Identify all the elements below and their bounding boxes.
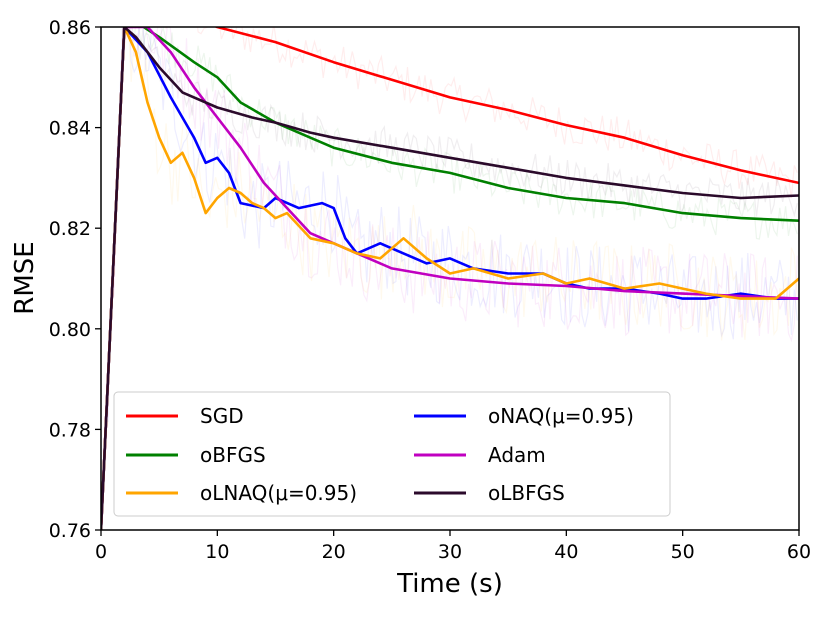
series-line-5 [101, 27, 799, 530]
noise-trace-1 [107, 27, 798, 423]
legend-label-5: oLBFGS [488, 481, 565, 505]
legend-label-1: oNAQ(μ=0.95) [488, 404, 634, 428]
y-axis-ticks: 0.76 0.78 0.80 0.82 0.84 0.86 [49, 17, 101, 542]
legend-label-2: oBFGS [200, 443, 266, 467]
series-line-3 [101, 27, 799, 530]
y-axis-title: RMSE [10, 241, 40, 314]
legend: SGD oNAQ(μ=0.95) oBFGS Adam oLNAQ(μ=0.95) oLB… [113, 391, 671, 517]
noise-trace-3 [107, 27, 798, 389]
legend-label-0: SGD [200, 404, 244, 428]
x-axis-ticks: 0 10 20 30 40 50 60 [95, 530, 811, 563]
series-lines [101, 27, 799, 530]
series-line-4 [101, 27, 799, 530]
legend-box [113, 391, 671, 517]
legend-label-3: Adam [488, 443, 546, 467]
x-tick-label: 20 [322, 541, 346, 563]
noise-trace-5 [107, 27, 798, 374]
x-tick-label: 10 [205, 541, 229, 563]
x-tick-label: 50 [671, 541, 695, 563]
x-axis-title: Time (s) [396, 569, 503, 599]
y-tick-label: 0.84 [49, 118, 91, 140]
noise-trace-4 [107, 27, 798, 408]
x-tick-label: 0 [95, 541, 107, 563]
x-tick-label: 40 [554, 541, 578, 563]
y-tick-label: 0.80 [49, 319, 91, 341]
y-tick-label: 0.78 [49, 419, 91, 441]
legend-label-4: oLNAQ(μ=0.95) [200, 481, 357, 505]
series-line-0 [101, 27, 799, 530]
x-tick-label: 60 [787, 541, 811, 563]
y-tick-label: 0.82 [49, 218, 91, 240]
noise-traces [107, 27, 798, 423]
x-tick-label: 30 [438, 541, 462, 563]
y-tick-label: 0.76 [49, 520, 91, 542]
y-tick-label: 0.86 [49, 17, 91, 39]
